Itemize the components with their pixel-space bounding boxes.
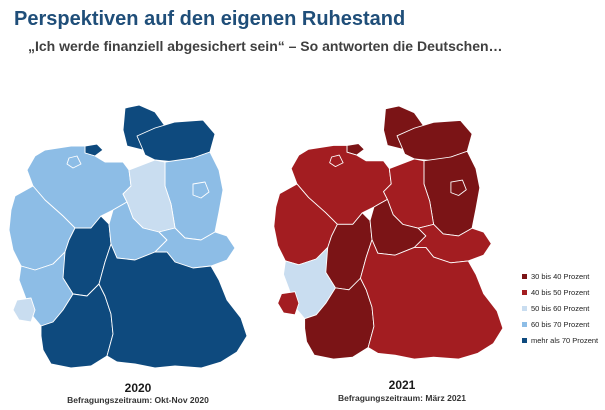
legend-label: mehr als 70 Prozent [531, 336, 599, 345]
region-be-2021 [450, 179, 467, 196]
legend-swatch [522, 338, 527, 343]
legend-swatch [522, 274, 527, 279]
region-by-2020 [98, 243, 248, 369]
region-sl-2021 [277, 291, 300, 316]
legend-swatch [522, 306, 527, 311]
region-hb-2021 [329, 154, 344, 168]
region-by-2021 [360, 239, 504, 360]
legend-label: 30 bis 40 Prozent [531, 272, 590, 281]
region-sl-2020 [12, 297, 36, 323]
region-be-2020 [192, 181, 210, 199]
map-2020 [8, 104, 248, 369]
legend-item: 60 bis 70 Prozent [522, 318, 604, 331]
legend-item: 40 bis 50 Prozent [522, 286, 604, 299]
map-2021-period: Befragungszeitraum: März 2021 [337, 393, 466, 403]
map-2020-year: 2020 [124, 381, 152, 395]
legend-swatch [522, 290, 527, 295]
legend-label: 60 bis 70 Prozent [531, 320, 590, 329]
legend-label: 50 bis 60 Prozent [531, 304, 590, 313]
legend-swatch [522, 322, 527, 327]
map-2020-period: Befragungszeitraum: Okt-Nov 2020 [67, 395, 209, 405]
legend-item: 50 bis 60 Prozent [522, 302, 604, 315]
page-title: Perspektiven auf den eigenen Ruhestand [14, 8, 406, 30]
map-legend: 30 bis 40 Prozent 40 bis 50 Prozent 50 b… [522, 270, 604, 350]
map-2021 [273, 105, 504, 360]
region-hb-2020 [66, 155, 82, 169]
legend-item: mehr als 70 Prozent [522, 334, 604, 347]
legend-label: 40 bis 50 Prozent [531, 288, 590, 297]
map-2021-year: 2021 [388, 378, 416, 392]
legend-item: 30 bis 40 Prozent [522, 270, 604, 283]
page-subtitle: „Ich werde finanziell abgesichert sein“ … [28, 38, 503, 54]
